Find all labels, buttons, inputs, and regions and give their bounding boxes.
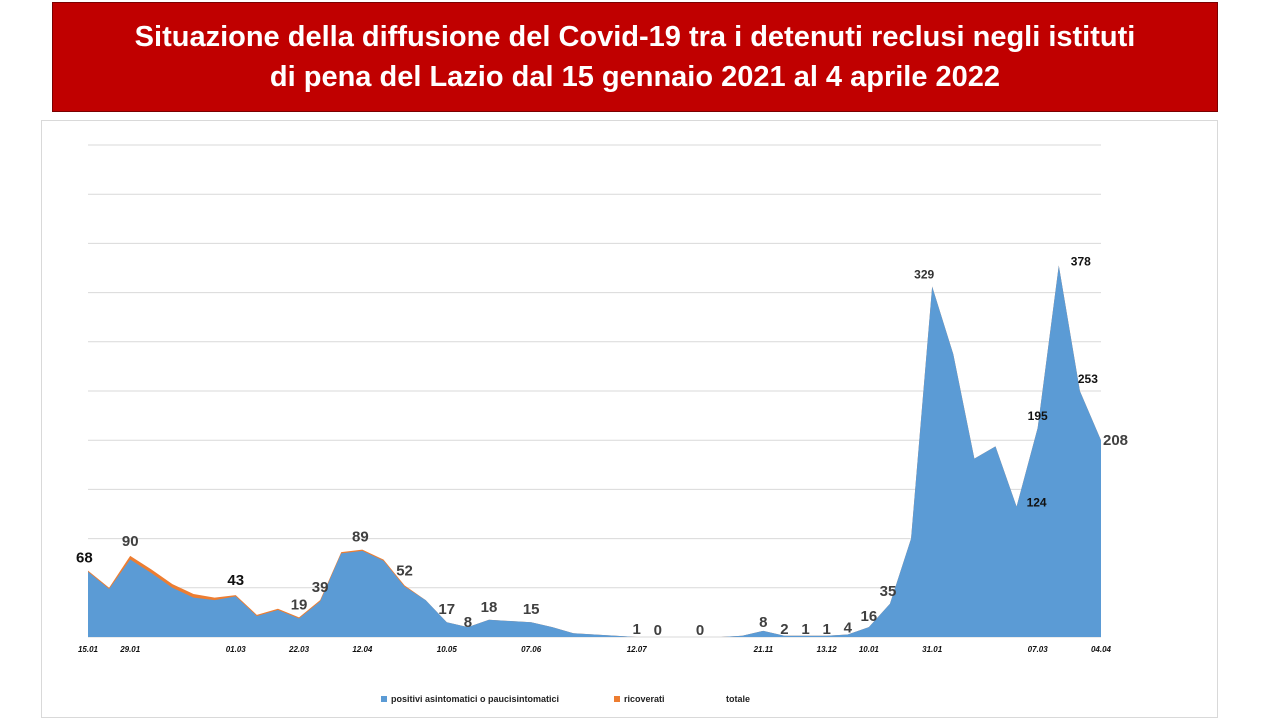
- x-tick-label-2: 01.03: [226, 645, 247, 654]
- legend-item-positivi: positivi asintomatici o paucisintomatici: [381, 694, 559, 704]
- x-tick-label-9: 13.12: [817, 645, 838, 654]
- data-label-6: 52: [396, 562, 413, 579]
- data-label-13: 0: [696, 622, 704, 639]
- x-axis-tick-labels: 15.01 29.01 01.03 22.03 12.04 10.05 07.06 12.07…: [78, 645, 1112, 654]
- data-label-15: 2: [780, 621, 788, 638]
- x-tick-label-4: 12.04: [352, 645, 373, 654]
- data-label-23: 195: [1028, 409, 1048, 423]
- legend-item-ricoverati: ricoverati: [614, 694, 665, 704]
- x-tick-label-10: 10.01: [859, 645, 880, 654]
- chart-title-line-1: Situazione della diffusione del Covid-19…: [134, 21, 1136, 53]
- area-series: [88, 265, 1101, 637]
- data-label-17: 1: [822, 621, 830, 638]
- x-tick-label-5: 10.05: [437, 645, 458, 654]
- data-label-18: 4: [844, 620, 853, 637]
- title-banner: Situazione della diffusione del Covid-19…: [52, 2, 1218, 112]
- data-label-5: 89: [352, 529, 369, 546]
- data-label-7: 17: [438, 601, 455, 618]
- data-label-22: 124: [1027, 496, 1047, 510]
- legend-swatch-totale: [716, 696, 722, 702]
- data-label-4: 39: [312, 579, 329, 596]
- data-label-0: 68: [76, 550, 93, 567]
- legend-item-totale: totale: [716, 694, 750, 704]
- legend-swatch-positivi: [381, 696, 387, 702]
- x-tick-label-8: 21.11: [753, 645, 774, 654]
- data-label-16: 1: [801, 621, 809, 638]
- data-label-9: 18: [481, 599, 498, 616]
- legend-label-ricoverati: ricoverati: [624, 694, 665, 704]
- x-tick-label-13: 04.04: [1091, 645, 1112, 654]
- data-label-2: 43: [227, 572, 244, 589]
- x-tick-label-6: 07.06: [521, 645, 542, 654]
- data-label-19: 16: [861, 608, 878, 625]
- x-tick-label-0: 15.01: [78, 645, 99, 654]
- legend-label-totale: totale: [726, 694, 751, 704]
- data-label-21: 329: [914, 267, 934, 281]
- chart-title-line-2: di pena del Lazio dal 15 gennaio 2021 al…: [269, 61, 1001, 93]
- legend-swatch-ricoverati: [614, 696, 620, 702]
- x-tick-label-7: 12.07: [627, 645, 648, 654]
- x-tick-label-1: 29.01: [119, 645, 141, 654]
- area-series-positivi: [88, 265, 1101, 637]
- data-label-10: 15: [523, 601, 540, 618]
- data-label-26: 208: [1103, 432, 1128, 449]
- data-label-3: 19: [291, 596, 308, 613]
- data-label-20: 35: [880, 583, 897, 600]
- data-label-1: 90: [122, 533, 139, 550]
- x-tick-label-3: 22.03: [288, 645, 310, 654]
- data-label-25: 253: [1078, 372, 1098, 386]
- data-label-11: 1: [633, 621, 641, 638]
- data-label-12: 0: [654, 622, 662, 639]
- data-label-24: 378: [1071, 255, 1091, 269]
- legend-label-positivi: positivi asintomatici o paucisintomatici: [391, 694, 560, 704]
- data-label-8: 8: [464, 614, 472, 631]
- x-tick-label-11: 31.01: [922, 645, 943, 654]
- chart-area: [41, 120, 1218, 718]
- data-label-14: 8: [759, 614, 767, 631]
- x-tick-label-12: 07.03: [1028, 645, 1049, 654]
